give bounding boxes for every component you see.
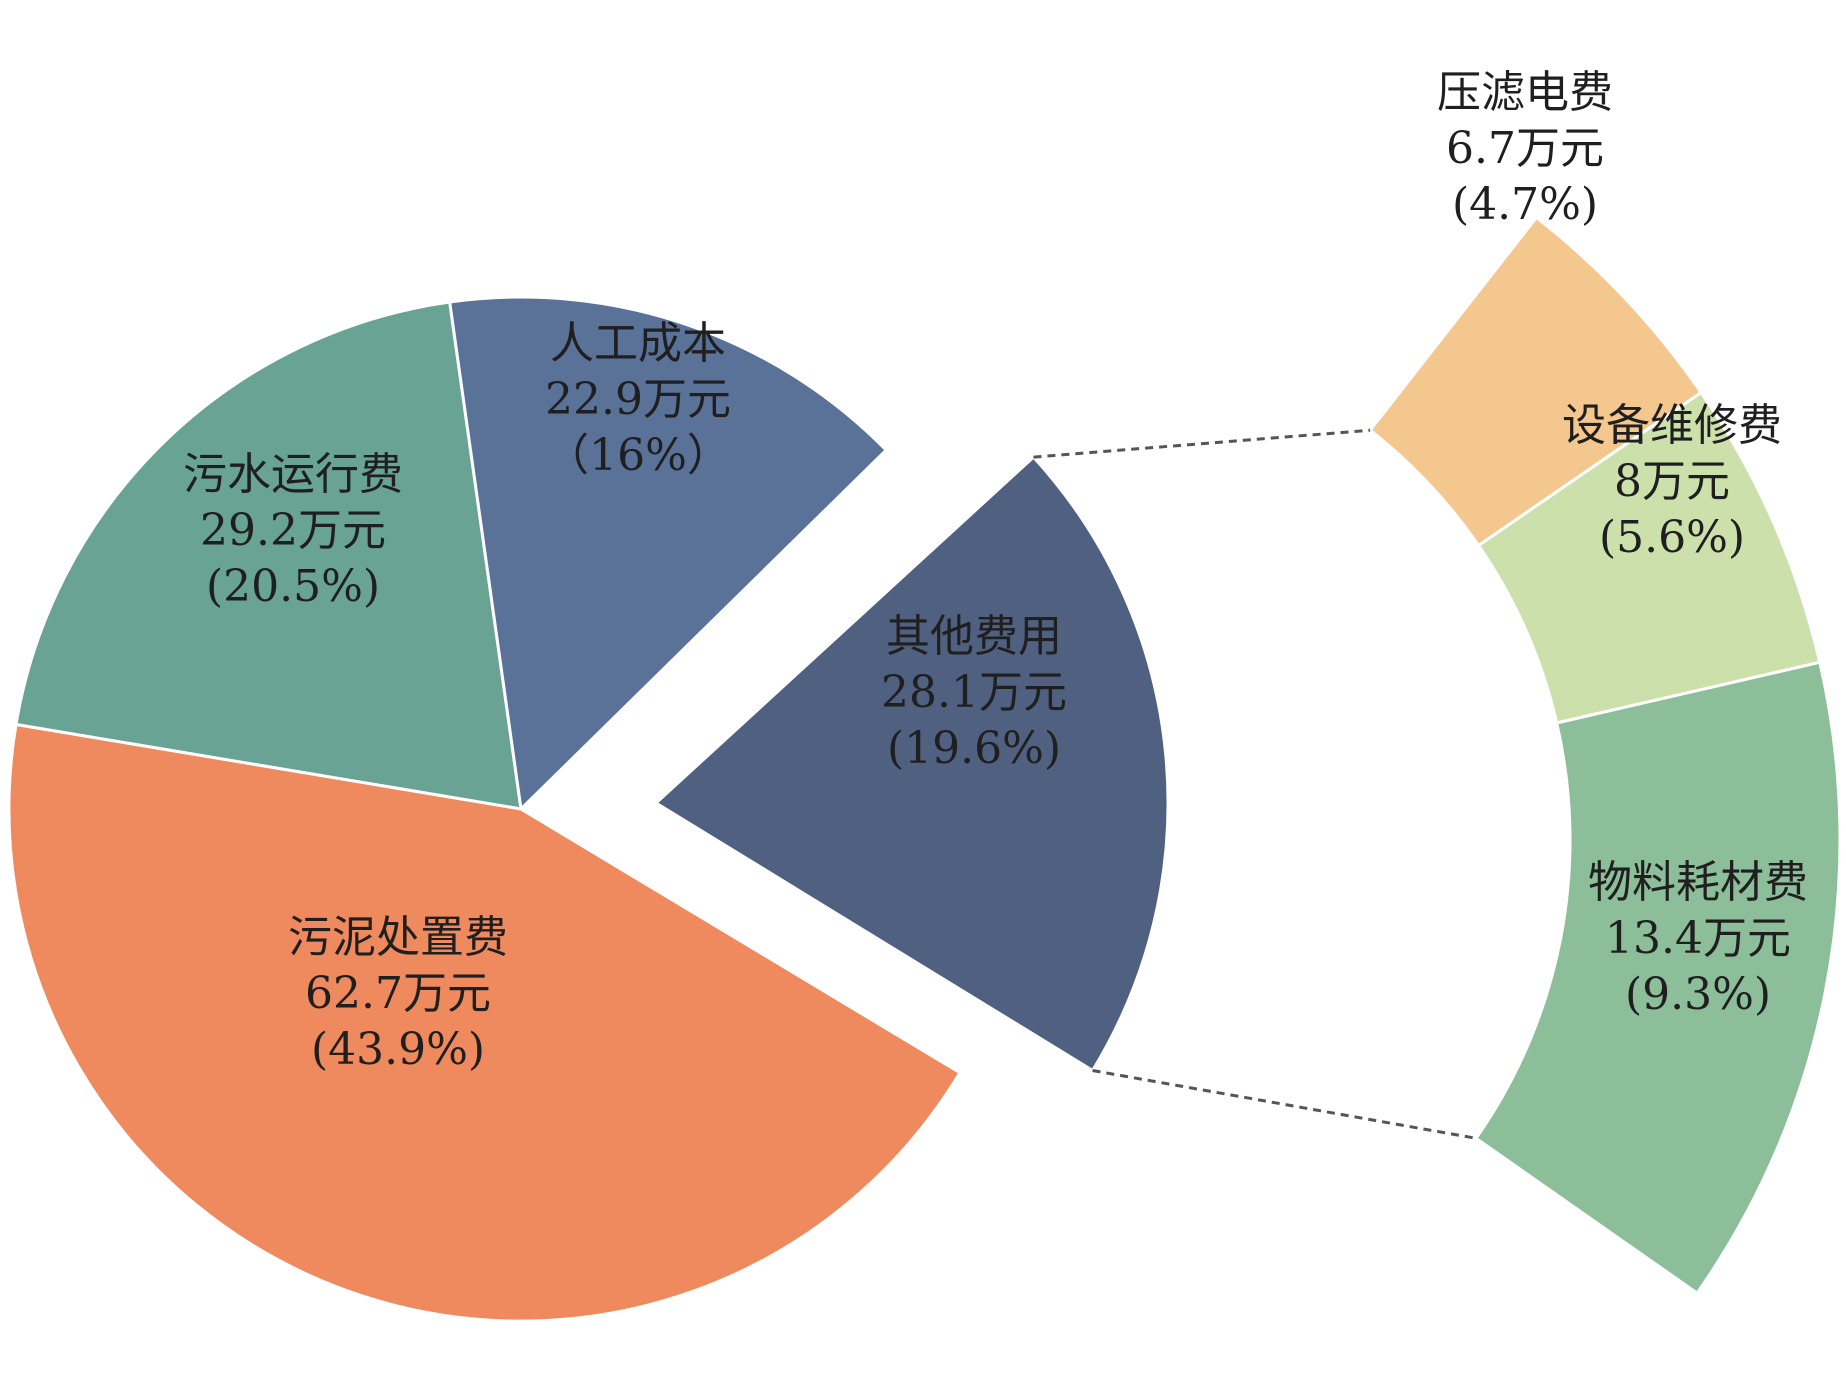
wnczf-slice [7, 723, 962, 1323]
wlhc-label: 物料耗材费 13.4万元(9.3%) [1588, 857, 1808, 1020]
rgcb-value-text: 22.9万元 [545, 374, 731, 425]
ylsf-name-text: 压滤电费 [1437, 67, 1613, 118]
ylsf-label: 压滤电费 6.7万元(4.7%) [1437, 67, 1613, 230]
sbwx-label: 设备维修费 8万元(5.6%) [1562, 400, 1782, 563]
wnczf-label: 污泥处置费 62.7万元(43.9%) [288, 912, 508, 1075]
connector-line-top [1033, 428, 1371, 459]
ylsf-percent-text: (4.7%) [1452, 179, 1598, 230]
wnczf-percent-text: (43.9%) [311, 1024, 485, 1075]
wnczf-name-text: 污泥处置费 [288, 912, 508, 963]
slice-labels: 污水运行费 29.2万元(20.5%) 人工成本 22.9万元（16%） 其他费用 28.… [183, 67, 1808, 1075]
wlhc-name-text: 物料耗材费 [1588, 857, 1808, 908]
wnczf-value-text: 62.7万元 [305, 968, 491, 1019]
ylsf-value-text: 6.7万元 [1446, 123, 1604, 174]
connector-lines [1033, 428, 1477, 1140]
wrsl-percent-text: (20.5%) [206, 561, 380, 612]
breakdown-arc [1368, 216, 1842, 1295]
rgcb-name-text: 人工成本 [550, 318, 726, 369]
sbwx-percent-text: (5.6%) [1599, 512, 1745, 563]
rgcb-percent-text: （16%） [545, 430, 731, 481]
wlhc-value-text: 13.4万元 [1605, 913, 1791, 964]
wrsl-slice [14, 300, 523, 811]
wlhc-percent-text: (9.3%) [1625, 969, 1771, 1020]
sbwx-value-text: 8万元 [1614, 456, 1730, 507]
qtfy-slice [654, 455, 1170, 1072]
main-pie [7, 295, 1170, 1323]
sbwx-name-text: 设备维修费 [1562, 400, 1782, 451]
wrsl-value-text: 29.2万元 [200, 505, 386, 556]
wrsl-name-text: 污水运行费 [183, 449, 403, 500]
qtfy-name-text: 其他费用 [886, 611, 1062, 662]
qtfy-value-text: 28.1万元 [881, 667, 1067, 718]
qtfy-percent-text: (19.6%) [887, 723, 1061, 774]
rgcb-label: 人工成本 22.9万元（16%） [545, 318, 731, 481]
wlhc-segment [1474, 660, 1842, 1295]
rgcb-slice [448, 295, 888, 811]
wrsl-label: 污水运行费 29.2万元(20.5%) [183, 449, 403, 612]
qtfy-label: 其他费用 28.1万元(19.6%) [881, 611, 1067, 774]
connector-line-bottom [1092, 1069, 1477, 1140]
